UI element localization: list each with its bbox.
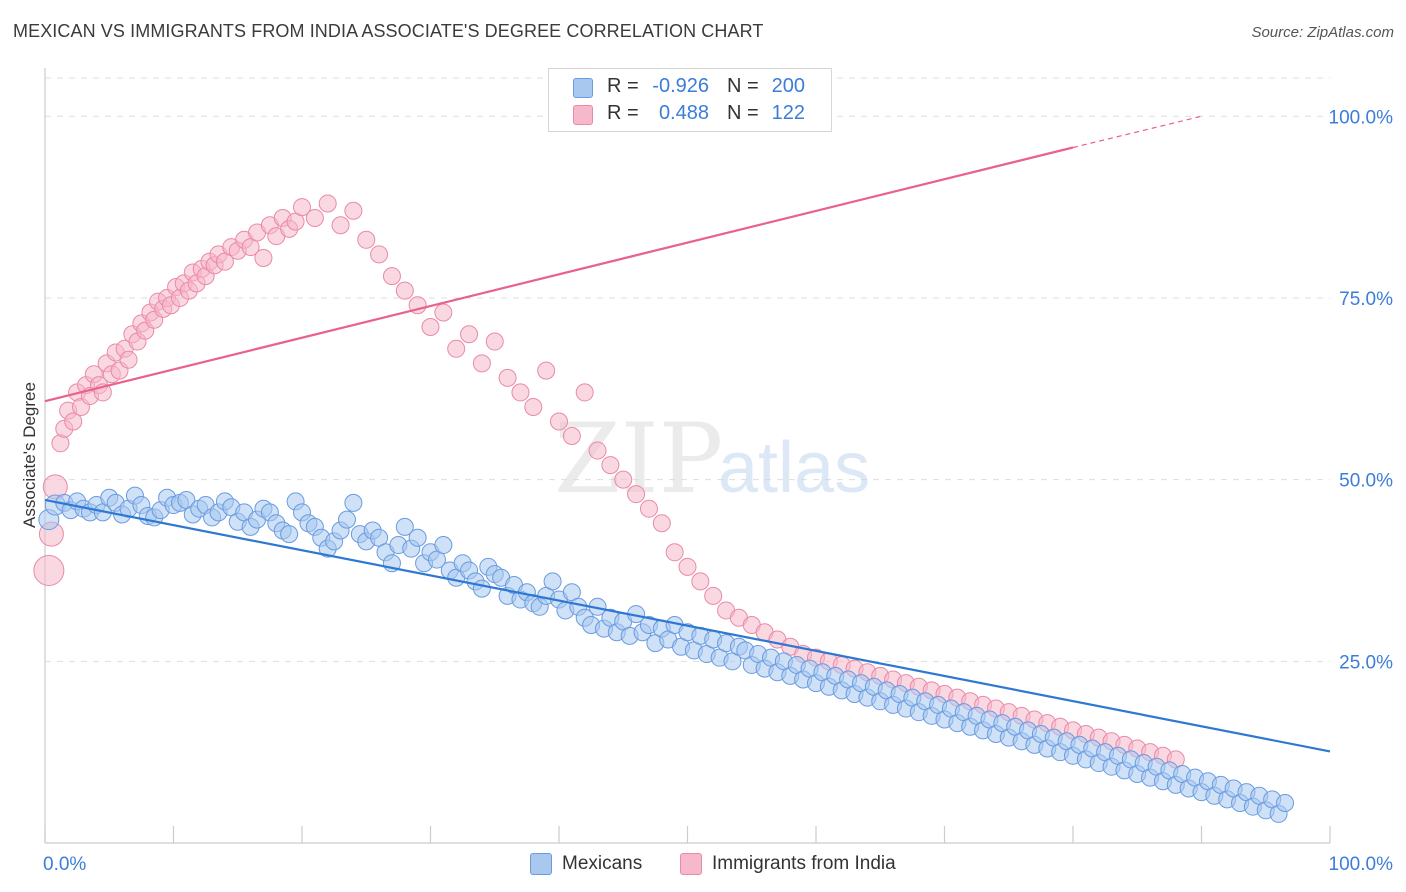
mexican-point [280,525,299,544]
mexican-point [395,517,414,536]
india-point [33,554,65,586]
y-tick-label: 75.0% [1339,289,1393,310]
mexican-point [543,572,562,591]
r-value: -0.926 [652,75,709,97]
mexican-point [344,493,363,512]
india-point [395,281,414,300]
gridlines [45,77,1330,662]
mexicans-swatch [530,853,552,875]
india-point [550,412,568,431]
blue-swatch [573,78,593,98]
n-label: N = [727,102,759,124]
tick-labels: 25.0% 50.0% 75.0% 100.0% 0.0% 100.0% [43,107,1393,875]
trend-lines [44,115,1331,753]
mexican-point [434,536,453,555]
y-tick-label: 100.0% [1329,107,1394,128]
india-point [498,368,517,387]
india-point [293,198,311,217]
india-points [33,194,1185,769]
india-point [119,350,138,369]
india-point [665,543,684,562]
mexican-points [38,486,1295,823]
india-point [382,267,401,286]
india-point [511,383,530,402]
mexicans-trend-line [44,498,1331,753]
y-tick-label: 25.0% [1339,652,1393,673]
n-value: 122 [771,102,805,124]
india-point [524,397,543,416]
india-point [627,485,646,504]
n-label: N = [727,75,759,97]
india-point [691,572,710,591]
source-credit: Source: ZipAtlas.com [1251,24,1394,41]
india-point [344,201,363,220]
india-point [588,441,607,460]
india-point [601,456,620,475]
axes [44,68,1331,844]
stats-legend: R = -0.926 N = 200 R = 0.488 N = 122 [548,68,832,132]
y-tick-label: 50.0% [1339,471,1393,492]
india-point [357,230,376,249]
india-swatch [680,853,702,875]
watermark: ZIP atlas [554,403,870,515]
india-point [652,514,671,533]
india-trend-extension [1072,115,1202,149]
india-point [305,208,324,227]
watermark-atlas: atlas [718,428,870,508]
legend-row-mexicans: R = -0.926 N = 200 [549,73,831,101]
mexican-point [472,579,491,598]
pink-swatch [573,105,593,125]
india-label: Immigrants from India [712,853,896,874]
mexican-point [337,510,356,529]
india-point [434,303,453,322]
india-point [704,586,723,605]
chart-title: MEXICAN VS IMMIGRANTS FROM INDIA ASSOCIA… [13,21,764,41]
mexican-point [1276,794,1295,813]
legend-row-india: R = 0.488 N = 122 [549,100,831,128]
india-point [331,216,350,235]
x-tick-label-min: 0.0% [43,854,86,875]
india-point [537,361,556,380]
r-label: R = [607,102,639,124]
india-point [562,427,581,446]
x-tick-label-max: 100.0% [1329,854,1394,875]
mexicans-label: Mexicans [562,853,643,874]
india-point [447,339,466,358]
india-point [318,194,337,213]
india-point [254,248,273,267]
india-point [64,412,83,431]
india-point [575,383,594,402]
r-value: 0.488 [658,102,709,124]
india-point [614,470,633,489]
india-point [370,245,389,264]
india-trend-line [44,146,1074,403]
india-point [485,332,504,351]
india-point [460,325,479,344]
mexican-point [408,528,427,547]
r-label: R = [607,75,639,97]
n-value: 200 [771,75,805,97]
india-point [678,557,697,576]
india-point [639,499,658,518]
india-point [472,354,491,373]
india-point [421,318,440,337]
